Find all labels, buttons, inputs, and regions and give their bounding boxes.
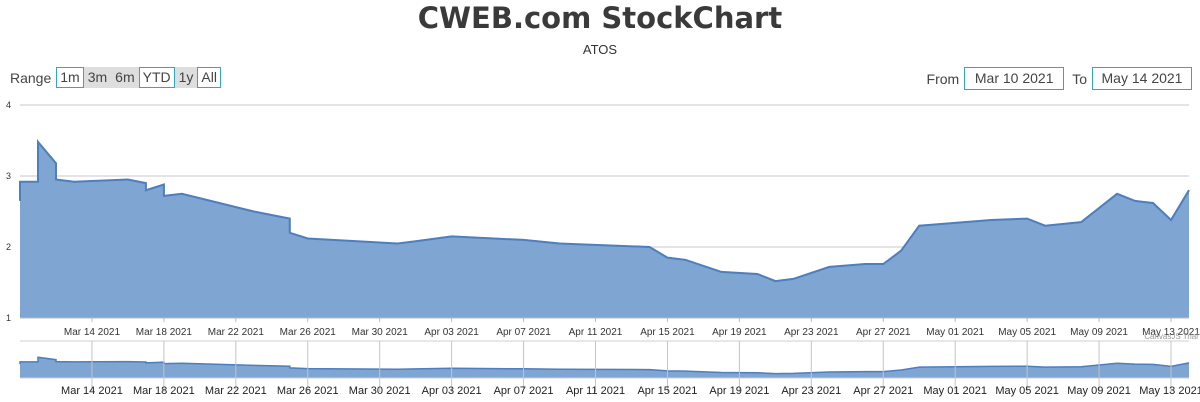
x-tick-label: May 01 2021: [926, 327, 984, 338]
range-button-1y[interactable]: 1y: [174, 67, 198, 88]
x-tick-label: Apr 07 2021: [496, 327, 551, 338]
range-selector: Range 1m 3m 6m YTD 1y All: [10, 67, 221, 88]
x-tick-label: Apr 11 2021: [569, 327, 623, 338]
navigator-tick-label: Apr 03 2021: [422, 385, 482, 397]
navigator-tick-label: Apr 23 2021: [781, 385, 841, 397]
x-tick-label: Apr 15 2021: [640, 327, 695, 338]
navigator-tick-label: Apr 07 2021: [494, 385, 554, 397]
range-button-ytd[interactable]: YTD: [138, 67, 175, 88]
navigator-tick-label: Mar 30 2021: [349, 385, 411, 397]
price-area[interactable]: [20, 141, 1189, 318]
chart-subtitle: ATOS: [582, 42, 618, 57]
navigator-tick-label: Apr 15 2021: [637, 385, 697, 397]
y-axis: 1 2 3 4: [6, 100, 11, 323]
navigator-tick-label: May 09 2021: [1067, 385, 1131, 397]
navigator-tick-label: May 01 2021: [923, 385, 987, 397]
date-range-inputs: From To: [919, 67, 1192, 90]
from-date-input[interactable]: [964, 67, 1065, 90]
from-label: From: [926, 70, 960, 87]
navigator-tick-label: Apr 19 2021: [709, 385, 769, 397]
x-tick-label: May 09 2021: [1070, 327, 1128, 338]
navigator-tick-label: May 05 2021: [995, 385, 1059, 397]
to-date-input[interactable]: [1092, 67, 1192, 90]
range-button-1m[interactable]: 1m: [56, 67, 84, 88]
x-tick-label: May 05 2021: [998, 327, 1056, 338]
x-tick-label: Apr 23 2021: [784, 327, 839, 338]
navigator-tick-label: Mar 26 2021: [277, 385, 339, 397]
x-tick-label: May 13 2021: [1142, 327, 1200, 338]
x-tick-label: Mar 26 2021: [280, 327, 337, 338]
navigator-tick-label: May 13 2021: [1139, 385, 1200, 397]
range-button-3m[interactable]: 3m: [83, 67, 112, 88]
main-plot[interactable]: [19, 139, 1190, 318]
navigator-tick-label: Mar 14 2021: [61, 385, 123, 397]
navigator-area[interactable]: [20, 357, 1189, 378]
y-tick-label: 2: [6, 242, 11, 252]
y-tick-label: 3: [6, 171, 11, 181]
y-tick-label: 1: [6, 313, 11, 323]
navigator-tick-label: Mar 18 2021: [133, 385, 195, 397]
x-tick-label: Mar 30 2021: [352, 327, 409, 338]
range-button-all[interactable]: All: [197, 67, 221, 88]
navigator-tick-label: Apr 11 2021: [566, 385, 625, 397]
x-tick-label: Apr 03 2021: [424, 327, 479, 338]
x-axis: Mar 14 2021 Mar 18 2021 Mar 22 2021 Mar 26 …: [20, 317, 1200, 338]
chart-title: CWEB.com StockChart: [417, 1, 783, 35]
x-tick-label: Mar 22 2021: [208, 327, 265, 338]
watermark-text: CanvasJS Trial: [1144, 332, 1198, 341]
x-tick-label: Apr 19 2021: [712, 327, 767, 338]
range-button-6m[interactable]: 6m: [111, 67, 139, 88]
to-label: To: [1072, 70, 1087, 87]
x-tick-label: Apr 27 2021: [856, 327, 911, 338]
y-tick-label: 4: [6, 100, 11, 110]
x-tick-label: Mar 14 2021: [64, 327, 121, 338]
navigator-tick-label: Mar 22 2021: [205, 385, 267, 397]
navigator-tick-label: Apr 27 2021: [853, 385, 913, 397]
navigator[interactable]: Mar 14 2021 Mar 18 2021 Mar 22 2021 Mar 26 …: [19, 340, 1200, 397]
x-tick-label: Mar 18 2021: [136, 327, 193, 338]
range-label: Range: [10, 69, 52, 86]
price-line: [19, 139, 1190, 283]
